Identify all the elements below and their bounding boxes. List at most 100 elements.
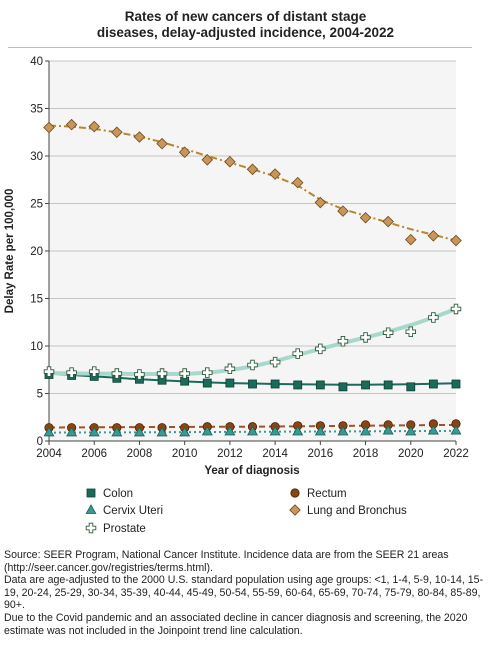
source-note-line-3: Due to the Covid pandemic and an associa… bbox=[4, 611, 468, 637]
data-point-cervix-uteri bbox=[337, 425, 349, 436]
chart-title-line-2: diseases, delay-adjusted incidence, 2004… bbox=[96, 25, 395, 40]
data-point-prostate bbox=[156, 368, 168, 379]
legend-label-prostate: Prostate bbox=[103, 523, 146, 535]
y-axis-label: Delay Rate per 100,000 bbox=[4, 189, 16, 314]
data-point-prostate bbox=[428, 312, 439, 323]
data-point-lung-and-bronchus bbox=[359, 211, 372, 224]
x-tick-label: 2006 bbox=[81, 448, 107, 460]
title-divider bbox=[8, 47, 472, 48]
data-point-lung-and-bronchus bbox=[43, 121, 55, 134]
y-tick-label: 15 bbox=[30, 294, 43, 306]
data-point-prostate bbox=[360, 332, 371, 343]
x-tick-label: 2018 bbox=[353, 448, 379, 460]
legend-item-prostate: Prostate bbox=[85, 522, 146, 535]
data-point-colon bbox=[202, 378, 212, 388]
data-point-lung-and-bronchus bbox=[269, 168, 281, 180]
x-tick-label: 2008 bbox=[127, 448, 153, 460]
data-point-cervix-uteri bbox=[179, 426, 191, 437]
data-point-lung-and-bronchus bbox=[450, 234, 462, 247]
data-point-prostate bbox=[292, 348, 303, 359]
x-tick-label: 2004 bbox=[36, 448, 62, 460]
data-point-cervix-uteri bbox=[43, 426, 55, 437]
data-point-cervix-uteri bbox=[382, 424, 394, 435]
data-point-colon bbox=[270, 379, 280, 389]
legend-marker-lung-and-bronchus bbox=[289, 504, 301, 516]
data-point-prostate bbox=[269, 356, 281, 368]
data-point-cervix-uteri bbox=[66, 426, 78, 437]
data-point-lung-and-bronchus bbox=[291, 176, 304, 189]
data-point-colon bbox=[225, 378, 235, 388]
data-markers bbox=[43, 118, 462, 437]
legend-label-colon: Colon bbox=[103, 488, 133, 500]
data-point-lung-and-bronchus bbox=[201, 154, 214, 166]
legend-marker-cervix-uteri bbox=[85, 504, 97, 514]
data-point-prostate bbox=[179, 368, 190, 379]
legend-item-colon: Colon bbox=[86, 488, 133, 500]
data-point-colon bbox=[293, 380, 303, 390]
y-tick-label: 20 bbox=[30, 246, 43, 258]
data-point-colon bbox=[428, 379, 438, 389]
data-point-cervix-uteri bbox=[247, 425, 258, 436]
data-point-prostate bbox=[337, 336, 349, 347]
chart-title-line-1: Rates of new cancers of distant stage bbox=[124, 9, 367, 24]
x-tick-label: 2012 bbox=[217, 448, 243, 460]
data-point-prostate bbox=[224, 363, 236, 375]
data-point-prostate bbox=[202, 367, 213, 378]
y-tick-label: 10 bbox=[30, 341, 43, 353]
x-tick-label: 2010 bbox=[172, 448, 198, 460]
data-point-prostate bbox=[450, 303, 462, 315]
legend-label-lung-and-bronchus: Lung and Bronchus bbox=[307, 505, 407, 517]
data-point-prostate bbox=[88, 366, 100, 377]
source-note: Source: SEER Program, National Cancer In… bbox=[4, 549, 488, 637]
data-point-prostate bbox=[382, 327, 394, 338]
data-point-lung-and-bronchus bbox=[156, 137, 168, 150]
source-note-line-2: Data are age-adjusted to the 2000 U.S. s… bbox=[4, 574, 484, 612]
data-point-lung-and-bronchus bbox=[382, 215, 394, 228]
data-point-lung-and-bronchus bbox=[88, 120, 100, 133]
x-tick-label: 2022 bbox=[443, 448, 469, 460]
data-point-cervix-uteri bbox=[133, 426, 145, 437]
x-tick-label: 2016 bbox=[308, 448, 334, 460]
data-point-colon bbox=[383, 380, 393, 390]
data-point-cervix-uteri bbox=[292, 425, 304, 436]
legend-item-cervix-uteri: Cervix Uteri bbox=[85, 504, 163, 517]
legend-label-cervix-uteri: Cervix Uteri bbox=[103, 505, 163, 517]
data-point-colon bbox=[451, 379, 461, 389]
data-point-cervix-uteri bbox=[88, 426, 100, 437]
y-tick-label: 40 bbox=[30, 56, 43, 68]
grid-lines bbox=[49, 60, 456, 394]
data-point-cervix-uteri bbox=[360, 425, 372, 436]
legend: Colon Rectum Cervix Uteri Lung and Bronchus… bbox=[85, 488, 407, 535]
data-point-lung-and-bronchus bbox=[246, 163, 259, 176]
y-tick-label: 5 bbox=[37, 389, 43, 401]
legend-marker-prostate bbox=[85, 522, 97, 534]
data-point-cervix-uteri bbox=[156, 426, 168, 437]
data-point-lung-and-bronchus bbox=[111, 126, 123, 139]
data-point-lung-and-bronchus bbox=[133, 131, 146, 143]
x-axis-label: Year of diagnosis bbox=[204, 465, 299, 477]
y-tick-label: 30 bbox=[30, 151, 43, 163]
data-point-colon bbox=[315, 380, 325, 390]
x-tick-label: 2020 bbox=[398, 448, 424, 460]
y-tick-label: 35 bbox=[30, 104, 43, 116]
data-point-lung-and-bronchus bbox=[337, 205, 349, 217]
data-point-lung-and-bronchus bbox=[314, 196, 327, 209]
data-point-cervix-uteri bbox=[314, 425, 326, 436]
data-point-prostate bbox=[111, 368, 123, 379]
data-point-lung-and-bronchus bbox=[427, 230, 440, 242]
legend-item-rectum: Rectum bbox=[290, 488, 347, 500]
axes: 0 5 10 15 20 25 30 35 40 2004 2006 2008 2010 2012 2014… bbox=[30, 56, 469, 460]
data-point-lung-and-bronchus bbox=[405, 233, 417, 246]
data-point-colon bbox=[338, 382, 348, 392]
data-point-prostate bbox=[43, 366, 55, 377]
data-point-cervix-uteri bbox=[201, 425, 213, 436]
data-point-prostate bbox=[66, 367, 77, 378]
data-point-prostate bbox=[247, 359, 258, 371]
data-point-cervix-uteri bbox=[427, 424, 439, 435]
source-note-line-1: Source: SEER Program, National Cancer In… bbox=[4, 549, 449, 574]
data-point-cervix-uteri bbox=[269, 425, 281, 436]
data-point-prostate bbox=[405, 326, 417, 337]
legend-label-rectum: Rectum bbox=[307, 488, 347, 500]
legend-marker-colon bbox=[86, 488, 96, 498]
data-point-cervix-uteri bbox=[224, 425, 236, 436]
